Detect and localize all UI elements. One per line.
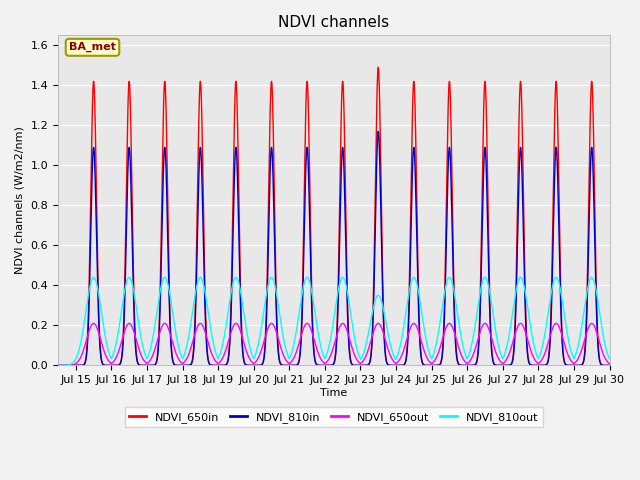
NDVI_810out <box>54 362 62 368</box>
NDVI_650in <box>550 138 558 144</box>
NDVI_810in <box>303 145 310 151</box>
NDVI_650out <box>606 361 614 367</box>
NDVI_650in <box>303 80 310 86</box>
Legend: NDVI_650in, NDVI_810in, NDVI_650out, NDVI_810out: NDVI_650in, NDVI_810in, NDVI_650out, NDV… <box>125 407 543 427</box>
NDVI_810in <box>607 362 615 368</box>
NDVI_810in <box>54 362 62 368</box>
Y-axis label: NDVI channels (W/m2/nm): NDVI channels (W/m2/nm) <box>15 126 25 274</box>
NDVI_650out <box>303 321 311 326</box>
NDVI_810in <box>374 129 382 134</box>
NDVI_650in <box>607 362 615 368</box>
NDVI_810in <box>550 190 558 196</box>
NDVI_810out <box>535 355 543 360</box>
NDVI_810out <box>303 275 310 280</box>
NDVI_810out <box>550 277 558 283</box>
NDVI_810out <box>607 359 615 364</box>
NDVI_810out <box>600 336 607 341</box>
NDVI_650out <box>535 360 543 366</box>
NDVI_810in <box>600 362 607 368</box>
Line: NDVI_650out: NDVI_650out <box>58 324 611 365</box>
NDVI_810in <box>535 362 543 368</box>
Text: BA_met: BA_met <box>69 42 116 52</box>
NDVI_650out <box>54 362 62 368</box>
NDVI_650in <box>600 362 607 368</box>
Line: NDVI_650in: NDVI_650in <box>58 67 611 365</box>
NDVI_650out <box>303 321 310 326</box>
Line: NDVI_810out: NDVI_810out <box>58 277 611 365</box>
NDVI_650out <box>607 361 615 367</box>
NDVI_650in <box>606 362 614 368</box>
Title: NDVI channels: NDVI channels <box>278 15 389 30</box>
NDVI_810out <box>303 275 311 280</box>
NDVI_650out <box>550 322 558 328</box>
NDVI_810in <box>606 362 614 368</box>
X-axis label: Time: Time <box>320 388 348 398</box>
NDVI_650in <box>374 64 382 70</box>
NDVI_650in <box>535 362 543 368</box>
NDVI_650out <box>600 352 607 358</box>
NDVI_810out <box>407 279 415 285</box>
NDVI_650out <box>407 324 415 329</box>
NDVI_650in <box>407 180 415 186</box>
NDVI_810in <box>407 223 415 228</box>
NDVI_810out <box>606 357 614 362</box>
Line: NDVI_810in: NDVI_810in <box>58 132 611 365</box>
NDVI_650in <box>54 362 62 368</box>
